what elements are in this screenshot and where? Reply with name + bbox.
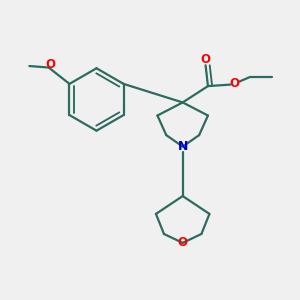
Text: N: N — [178, 140, 188, 153]
Text: O: O — [201, 53, 211, 66]
Text: O: O — [45, 58, 55, 71]
Text: O: O — [230, 76, 240, 90]
Text: O: O — [178, 236, 188, 249]
